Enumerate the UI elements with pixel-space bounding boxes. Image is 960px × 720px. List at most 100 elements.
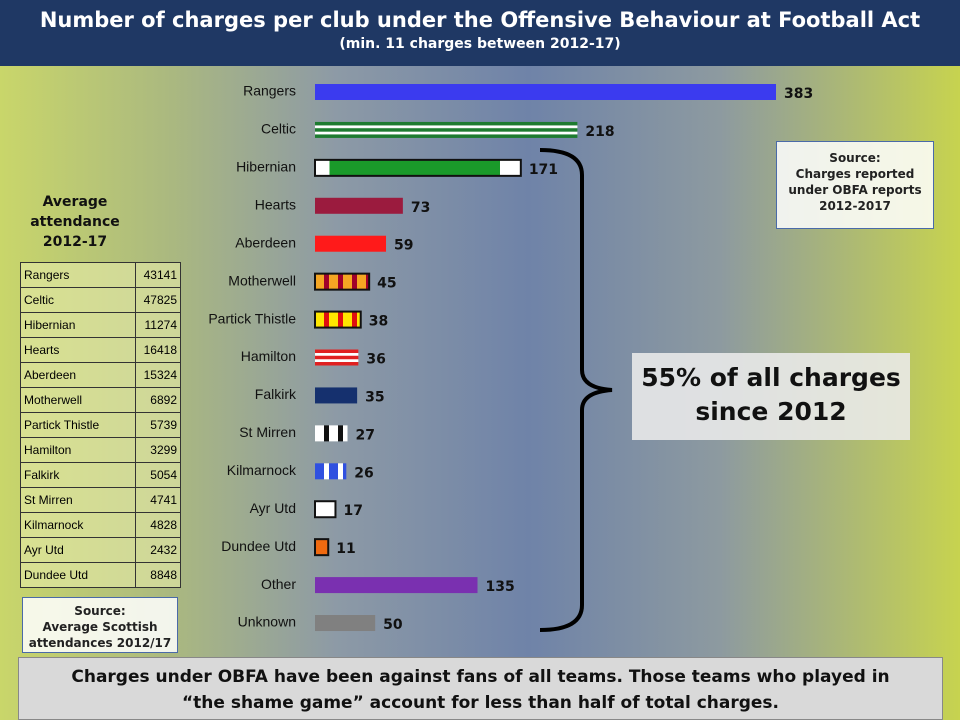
bar (315, 84, 776, 100)
table-row: Rangers 43141 (20, 262, 181, 288)
table-row: Hibernian 11274 (20, 312, 181, 338)
attendance-table: Rangers 43141 Celtic 47825 Hibernian 11274 Hea… (20, 262, 181, 588)
table-cell: St Mirren (20, 487, 136, 513)
table-cell: 43141 (135, 262, 181, 288)
table-cell: Partick Thistle (20, 412, 136, 438)
table-row: Hamilton 3299 (20, 437, 181, 463)
table-cell: 2432 (135, 537, 181, 563)
table-title: Average attendance 2012-17 (30, 194, 120, 250)
source-text: Average Scottish attendances 2012/17 (28, 620, 172, 650)
bar (314, 158, 522, 177)
source-text: Charges reported under OBFA reports 2012… (788, 167, 922, 213)
data-label: 27 (355, 427, 374, 443)
category-label: Kilmarnock (227, 462, 297, 478)
subtitle: (min. 11 charges between 2012-17) (339, 36, 621, 52)
category-label: Falkirk (255, 386, 297, 402)
table-cell: 16418 (135, 337, 181, 363)
table-cell: Kilmarnock (20, 512, 136, 538)
category-label: Unknown (238, 614, 296, 630)
bar (315, 615, 376, 632)
data-label: 26 (354, 465, 373, 481)
table-row: Kilmarnock 4828 (20, 512, 181, 538)
bar (314, 500, 337, 519)
table-cell: Rangers (20, 262, 136, 288)
table-row: Hearts 16418 (20, 337, 181, 363)
category-label: Celtic (261, 121, 296, 137)
table-row: Ayr Utd 2432 (20, 537, 181, 563)
header: Number of charges per club under the Off… (0, 0, 960, 66)
table-cell: 11274 (135, 312, 181, 338)
bar (314, 538, 330, 557)
category-label: Other (261, 576, 296, 592)
table-cell: Falkirk (20, 462, 136, 488)
footer: Charges under OBFA have been against fan… (18, 657, 943, 720)
category-label: Hibernian (236, 159, 296, 175)
table-row: Aberdeen 15324 (20, 362, 181, 388)
table-row: Dundee Utd 8848 (20, 562, 181, 588)
data-label: 135 (485, 579, 514, 595)
bar (315, 121, 578, 138)
table-cell: 47825 (135, 287, 181, 313)
category-label: Hearts (255, 196, 296, 212)
data-label: 50 (383, 617, 403, 633)
table-cell: Aberdeen (20, 362, 136, 388)
category-label: Partick Thistle (208, 310, 296, 326)
brace (539, 148, 613, 632)
table-row: Partick Thistle 5739 (20, 412, 181, 438)
bar (315, 235, 387, 252)
table-cell: 5054 (135, 462, 181, 488)
table-row: Celtic 47825 (20, 287, 181, 313)
table-cell: Celtic (20, 287, 136, 313)
data-label: 36 (366, 352, 385, 368)
table-row: Falkirk 5054 (20, 462, 181, 488)
table-cell: 5739 (135, 412, 181, 438)
table-cell: 8848 (135, 562, 181, 588)
table-cell: Hibernian (20, 312, 136, 338)
table-cell: Ayr Utd (20, 537, 136, 563)
data-label: 218 (585, 124, 614, 140)
data-label: 45 (377, 276, 396, 292)
data-label: 38 (369, 314, 388, 330)
source-label: Source: (829, 151, 881, 165)
data-label: 383 (784, 86, 813, 102)
category-label: St Mirren (239, 424, 296, 440)
category-label: Hamilton (241, 348, 296, 364)
data-label: 11 (336, 541, 355, 557)
annotation: 55% of all charges since 2012 (632, 353, 910, 440)
data-label: 59 (394, 238, 413, 254)
bar (315, 577, 478, 594)
bar (315, 387, 358, 404)
category-label: Dundee Utd (221, 538, 296, 554)
table-cell: Hearts (20, 337, 136, 363)
category-label: Motherwell (228, 272, 296, 288)
table-cell: 3299 (135, 437, 181, 463)
data-label: 35 (365, 389, 384, 405)
bar (315, 349, 359, 366)
bar (315, 425, 348, 442)
table-cell: 6892 (135, 387, 181, 413)
table-cell: Motherwell (20, 387, 136, 413)
table-cell: Hamilton (20, 437, 136, 463)
category-label: Aberdeen (235, 234, 296, 250)
bar (315, 463, 347, 480)
table-cell: Dundee Utd (20, 562, 136, 588)
source-box: Source: Charges reported under OBFA repo… (776, 141, 934, 229)
source-box: Source: Average Scottish attendances 201… (22, 597, 178, 653)
data-label: 171 (529, 162, 558, 178)
data-label: 73 (411, 200, 430, 216)
table-row: St Mirren 4741 (20, 487, 181, 513)
source-label: Source: (74, 604, 126, 618)
category-label: Ayr Utd (250, 500, 296, 516)
table-cell: 15324 (135, 362, 181, 388)
table-cell: 4741 (135, 487, 181, 513)
table-row: Motherwell 6892 (20, 387, 181, 413)
bar (314, 272, 371, 291)
title: Number of charges per club under the Off… (39, 8, 921, 32)
category-label: Rangers (243, 83, 296, 99)
bar (314, 310, 362, 329)
data-label: 17 (343, 503, 362, 519)
table-cell: 4828 (135, 512, 181, 538)
bar (315, 197, 403, 214)
